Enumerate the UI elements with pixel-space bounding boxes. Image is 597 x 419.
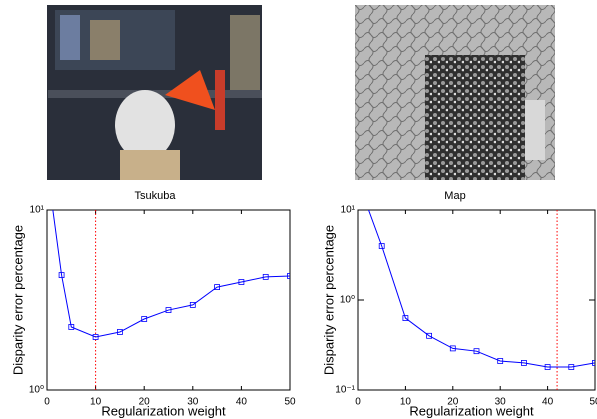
plot-frame xyxy=(358,210,595,390)
plot-area xyxy=(360,192,597,370)
figure: Tsukuba Map 0102030405010⁰10¹Regularizat… xyxy=(0,0,597,419)
x-tick-label: 50 xyxy=(589,397,597,408)
x-tick-label: 40 xyxy=(236,397,248,408)
image-caption: Tsukuba xyxy=(135,190,177,202)
tsukuba-image xyxy=(47,5,262,180)
y-tick-label: 10⁰ xyxy=(340,295,355,306)
data-line xyxy=(363,194,595,367)
x-tick-label: 50 xyxy=(284,397,296,408)
data-line xyxy=(52,203,290,337)
x-axis-label: Regularization weight xyxy=(101,403,226,418)
y-tick-label: 10¹ xyxy=(341,205,356,216)
image-caption: Map xyxy=(444,190,465,202)
plot-frame xyxy=(47,210,290,390)
y-tick-label: 10¹ xyxy=(30,205,45,216)
y-axis-label: Disparity error percentage xyxy=(321,225,336,375)
y-tick-label: 10⁰ xyxy=(29,385,44,396)
x-tick-label: 0 xyxy=(355,397,361,408)
x-tick-label: 10 xyxy=(90,397,102,408)
data-marker xyxy=(360,192,365,197)
plot-area xyxy=(49,200,292,339)
y-tick-label: 10⁻¹ xyxy=(335,385,355,396)
y-axis-label: Disparity error percentage xyxy=(10,225,25,375)
map-image xyxy=(355,5,555,180)
x-axis-label: Regularization weight xyxy=(409,403,534,418)
x-tick-label: 40 xyxy=(542,397,554,408)
x-tick-label: 0 xyxy=(44,397,50,408)
data-marker xyxy=(49,200,54,205)
